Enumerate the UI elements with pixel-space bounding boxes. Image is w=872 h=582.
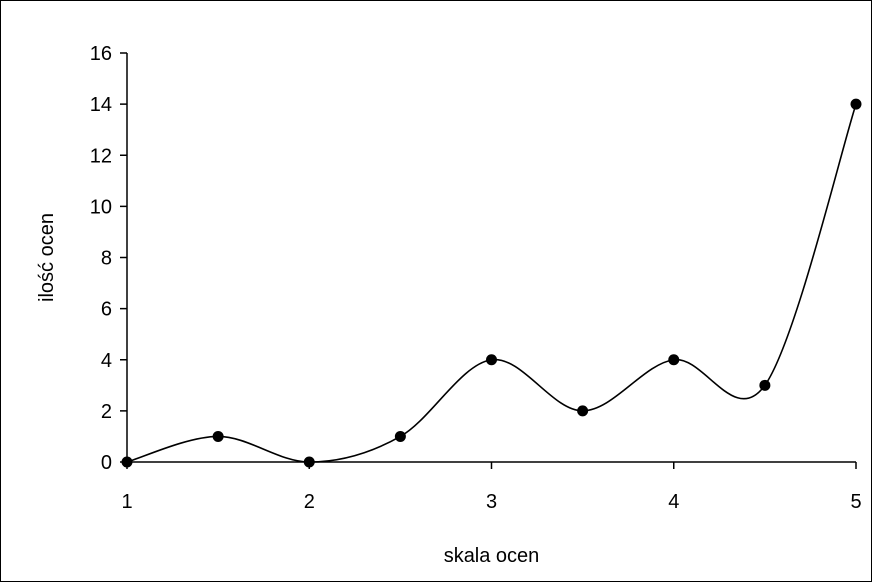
data-point	[121, 456, 133, 468]
y-tick-label: 8	[101, 248, 112, 270]
smoothed-line-layer	[126, 103, 857, 463]
data-point	[577, 405, 589, 417]
x-tick-label: 5	[850, 491, 861, 513]
y-tick-label: 14	[90, 94, 112, 116]
y-tick-label: 6	[101, 299, 112, 321]
y-tick-label: 0	[101, 452, 112, 474]
data-point	[394, 430, 406, 442]
x-tick-label: 1	[121, 491, 132, 513]
data-points	[121, 98, 862, 468]
data-point	[303, 456, 315, 468]
data-point	[759, 379, 771, 391]
data-point	[850, 98, 862, 110]
x-tick-label: 2	[304, 491, 315, 513]
y-axis-title: ilość ocen	[36, 213, 58, 302]
data-point	[486, 354, 497, 366]
x-axis-title: skala ocen	[444, 545, 540, 567]
data-point	[668, 354, 680, 366]
series-line	[126, 103, 857, 463]
y-tick-label: 4	[101, 350, 112, 372]
x-tick-label: 4	[668, 491, 679, 513]
y-tick-label: 16	[90, 43, 112, 65]
y-tick-label: 12	[90, 145, 112, 167]
x-tick-label: 3	[486, 491, 497, 513]
y-tick-label: 2	[101, 401, 112, 423]
y-tick-label: 10	[90, 196, 112, 218]
data-point	[212, 430, 224, 442]
